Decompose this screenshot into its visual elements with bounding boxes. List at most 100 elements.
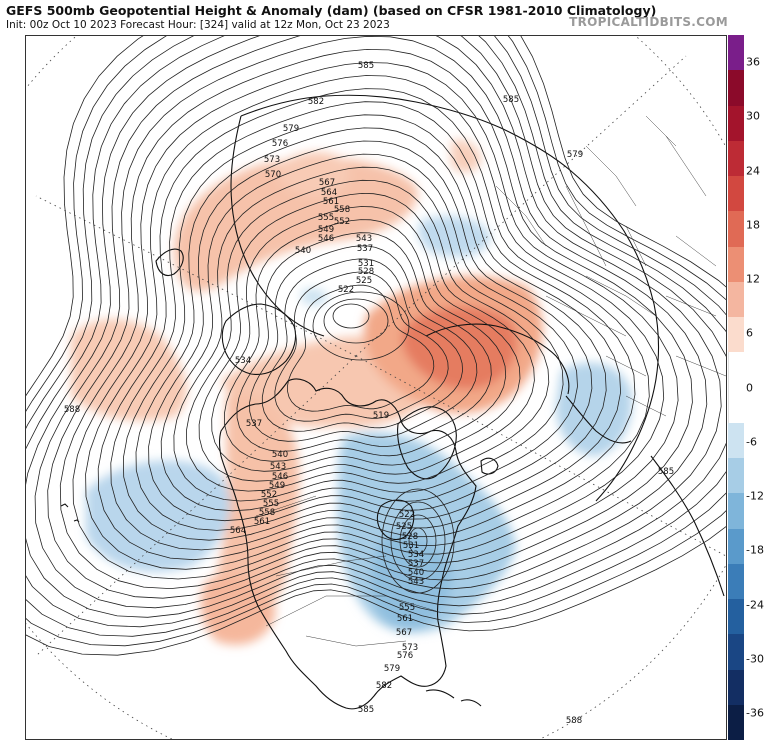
contour-label: 543 [356, 234, 372, 244]
colorbar-swatch [728, 387, 745, 423]
contour-label: 564 [321, 188, 337, 198]
height-contour [223, 219, 507, 462]
negative-anomaly-east-coast [371, 532, 452, 631]
height-contour [26, 36, 726, 656]
contour-label: 573 [264, 155, 280, 165]
contour-label: 576 [397, 651, 413, 661]
height-contour [97, 88, 650, 561]
colorbar-swatch [728, 281, 744, 317]
colorbar-tick-label: 30 [746, 109, 760, 123]
colorbar-swatch [728, 352, 745, 388]
colorbar-tick-label: -12 [746, 489, 764, 503]
contour-label: 519 [373, 411, 389, 421]
contour-label: 543 [270, 462, 286, 472]
map-panel: 582 585 585 579 576 573 570 567 564 561 … [25, 35, 727, 740]
contour-label: 558 [259, 508, 275, 518]
colorbar-swatch [728, 35, 744, 71]
colorbar-tick-label: -6 [746, 435, 757, 449]
contour-label: 549 [318, 225, 334, 235]
colorbar-ticks: 36 30 24 18 12 6 0 -6 -12 -18 -24 -30 -36 [744, 35, 768, 740]
height-contour [135, 127, 607, 531]
contour-label: 549 [269, 481, 285, 491]
contour-label: 534 [408, 550, 424, 560]
graticule [26, 36, 726, 739]
height-contour [390, 501, 446, 581]
colorbar-swatch [728, 211, 744, 247]
colorbar-tick-label: 18 [746, 218, 760, 232]
map-title: GEFS 500mb Geopotential Height & Anomaly… [6, 3, 657, 18]
contour-label: 576 [272, 139, 288, 149]
contour-label: 588 [566, 716, 582, 726]
height-contour [249, 245, 478, 442]
colorbar-tick-label: -30 [746, 652, 764, 666]
colorbar-tick-label: 0 [746, 381, 753, 394]
height-contour [186, 179, 550, 492]
colorbar-swatch [728, 317, 744, 353]
positive-anomaly-west-coast [200, 575, 276, 645]
contour-label: 525 [356, 276, 372, 286]
contour-label: 546 [318, 234, 334, 244]
coastline-caribbean [425, 689, 482, 707]
height-contour [26, 36, 726, 637]
colorbar-swatch [728, 528, 744, 564]
height-contour [26, 36, 726, 647]
contour-label: 522 [399, 510, 415, 520]
contour-labels: 582 585 585 579 576 573 570 567 564 561 … [64, 61, 674, 726]
positive-anomaly-nw [174, 157, 418, 292]
coastline-greenland [397, 406, 457, 480]
contour-label: 537 [357, 244, 373, 254]
contour-label: 582 [308, 97, 324, 107]
colorbar-swatch [728, 246, 744, 282]
height-contour [274, 271, 449, 422]
contour-label: 528 [402, 532, 418, 542]
contour-label: 552 [261, 490, 277, 500]
coastline-scandinavia [565, 395, 632, 444]
colorbar-tick-label: 12 [746, 272, 760, 286]
contour-label: 546 [272, 472, 288, 482]
height-contour [287, 284, 435, 412]
contour-label: 528 [358, 267, 374, 277]
coastline-iceland [480, 457, 499, 475]
contour-label: 543 [408, 577, 424, 587]
contour-label: 585 [358, 705, 374, 715]
positive-anomaly-rockies [209, 393, 300, 627]
colorbar-swatch [728, 599, 744, 635]
contour-label: 561 [323, 197, 339, 207]
contour-label: 567 [319, 178, 335, 188]
positive-anomaly-scandinavia [451, 139, 481, 173]
contour-label: 525 [396, 522, 412, 532]
height-contours [26, 36, 726, 656]
colorbar-tick-label: -18 [746, 543, 764, 557]
colorbar-swatch [728, 70, 744, 106]
contour-label: 570 [265, 170, 281, 180]
contour-label: 561 [397, 614, 413, 624]
height-contour [26, 36, 726, 628]
contour-label: 552 [334, 217, 350, 227]
contour-label: 579 [567, 150, 583, 160]
height-contour [72, 62, 679, 580]
height-contour [160, 153, 578, 512]
map-subtitle: Init: 00z Oct 10 2023 Forecast Hour: [32… [6, 19, 390, 31]
height-contour [110, 101, 636, 551]
colorbar-tick-label: 36 [746, 55, 760, 69]
colorbar-swatch [728, 422, 744, 458]
height-contour [323, 298, 389, 344]
colorbar-swatch [728, 105, 744, 141]
graticule-line-1 [35, 195, 357, 357]
height-contour [148, 140, 593, 522]
height-contour [34, 36, 722, 609]
colorbar-tick-label: -36 [746, 706, 764, 720]
contour-label: 585 [358, 61, 374, 71]
contour-label: 555 [318, 213, 334, 223]
height-contour [85, 75, 665, 570]
brand-watermark[interactable]: TROPICALTIDBITS.COM [569, 15, 728, 29]
colorbar-swatch [728, 140, 744, 176]
contour-label: 531 [358, 259, 374, 269]
contour-label: 558 [334, 205, 350, 215]
height-contour [399, 514, 437, 568]
contour-label: 522 [338, 285, 354, 295]
negative-anomaly-arctic [418, 216, 491, 257]
colorbar-swatch [728, 669, 744, 705]
contour-label: 555 [399, 603, 415, 613]
contour-label: 567 [396, 628, 412, 638]
